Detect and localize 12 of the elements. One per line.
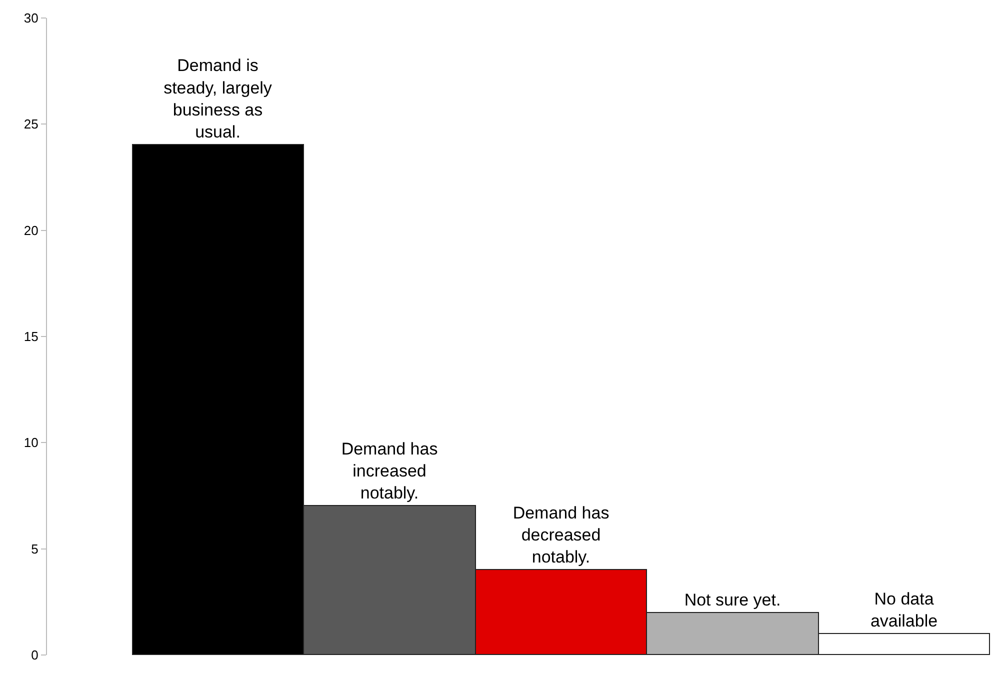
x-tick-label: Not sure yet. <box>684 590 781 610</box>
x-tick-label: No data available <box>870 589 938 630</box>
y-tick-label: 5 <box>31 541 38 556</box>
x-tick-label: Demand has increased notably. <box>341 439 438 502</box>
y-tick-label: 10 <box>24 435 38 450</box>
x-tick-label: Demand has decreased notably. <box>512 503 610 566</box>
y-tick-label: 30 <box>24 10 38 26</box>
x-tick-label: Demand is steady, largely business as usual. <box>164 56 272 142</box>
y-tick-label: 0 <box>31 648 38 663</box>
y-tick-label: 20 <box>24 222 38 238</box>
y-tick-label: 15 <box>24 329 38 344</box>
y-tick-label: 25 <box>24 116 38 132</box>
